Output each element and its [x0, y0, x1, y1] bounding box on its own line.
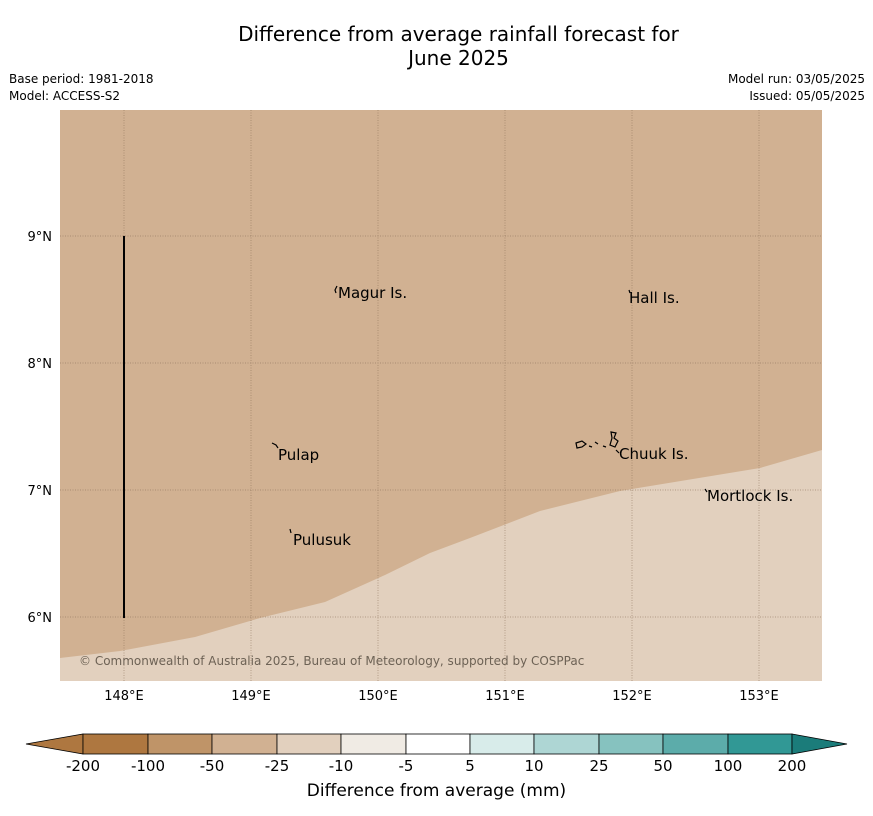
colorbar-tick-label: -200: [66, 757, 100, 775]
colorbar-tick-label: -100: [131, 757, 165, 775]
hall-island-outline: [628, 289, 631, 294]
colorbar-swatch: [82, 733, 149, 755]
colorbar-swatch: [340, 733, 407, 755]
lat-tick-label: 6°N: [28, 611, 53, 626]
colorbar-tick-label: -50: [200, 757, 225, 775]
pulap-island-outline: [271, 442, 279, 449]
colorbar-tick-label: -10: [329, 757, 354, 775]
place-label-pulap: Pulap: [278, 446, 319, 464]
colorbar-axis-label: Difference from average (mm): [306, 781, 567, 801]
lon-tick-label: 151°E: [485, 689, 525, 704]
place-label-mortlock: Mortlock Is.: [707, 487, 793, 505]
colorbar-swatch: [405, 733, 471, 755]
colorbar-swatch: [469, 733, 535, 755]
colorbar-swatch: [598, 733, 664, 755]
colorbar-tick-label: -25: [265, 757, 290, 775]
title-line-2: June 2025: [408, 46, 509, 70]
colorbar-tick-label: 25: [589, 757, 608, 775]
title-line-1: Difference from average rainfall forecas…: [238, 22, 679, 46]
lon-tick-label: 150°E: [358, 689, 398, 704]
island-outlines: [271, 285, 708, 534]
lon-tick-label: 149°E: [231, 689, 271, 704]
lon-tick-label: 152°E: [612, 689, 652, 704]
colorbar-swatch: [727, 733, 793, 755]
chuuk-islands-outline: [575, 431, 620, 454]
lat-tick-label: 7°N: [28, 484, 53, 499]
colorbar-low-extend: [25, 733, 84, 755]
colorbar-tick-label: 200: [778, 757, 807, 775]
magur-island-outline: [334, 285, 338, 294]
colorbar-tick-label: 50: [653, 757, 672, 775]
meta-right: Model run: 03/05/2025 Issued: 05/05/2025: [728, 71, 865, 105]
place-label-chuuk: Chuuk Is.: [619, 445, 688, 463]
lat-tick-label: 9°N: [28, 230, 53, 245]
colorbar-high-extend: [791, 733, 848, 755]
place-label-pulusuk: Pulusuk: [293, 531, 351, 549]
place-label-hall: Hall Is.: [629, 289, 680, 307]
issued-date: Issued: 05/05/2025: [749, 89, 865, 103]
base-period: Base period: 1981-2018: [9, 72, 154, 86]
colorbar-swatch: [533, 733, 600, 755]
model-run: Model run: 03/05/2025: [727, 72, 865, 86]
colorbar-swatch: [662, 733, 729, 755]
map-near-average-region: [60, 450, 822, 681]
chart-title: Difference from average rainfall forecas…: [0, 22, 873, 70]
model-name: Model: ACCESS-S2: [9, 89, 121, 103]
colorbar-swatch: [211, 733, 278, 755]
pulusuk-island-outline: [289, 528, 292, 534]
colorbar-swatch: [276, 733, 342, 755]
lon-tick-label: 148°E: [104, 689, 144, 704]
mortlock-island-outline: [704, 488, 708, 493]
copyright-text: © Commonwealth of Australia 2025, Bureau…: [79, 654, 584, 668]
colorbar-tick-label: -5: [399, 757, 414, 775]
colorbar: [25, 733, 848, 755]
meta-left: Base period: 1981-2018 Model: ACCESS-S2: [9, 71, 154, 105]
lon-tick-label: 153°E: [739, 689, 779, 704]
colorbar-swatch: [147, 733, 213, 755]
lat-tick-label: 8°N: [28, 357, 53, 372]
colorbar-tick-label: 10: [524, 757, 543, 775]
place-label-magur: Magur Is.: [338, 284, 407, 302]
colorbar-tick-label: 5: [465, 757, 475, 775]
colorbar-tick-label: 100: [714, 757, 743, 775]
